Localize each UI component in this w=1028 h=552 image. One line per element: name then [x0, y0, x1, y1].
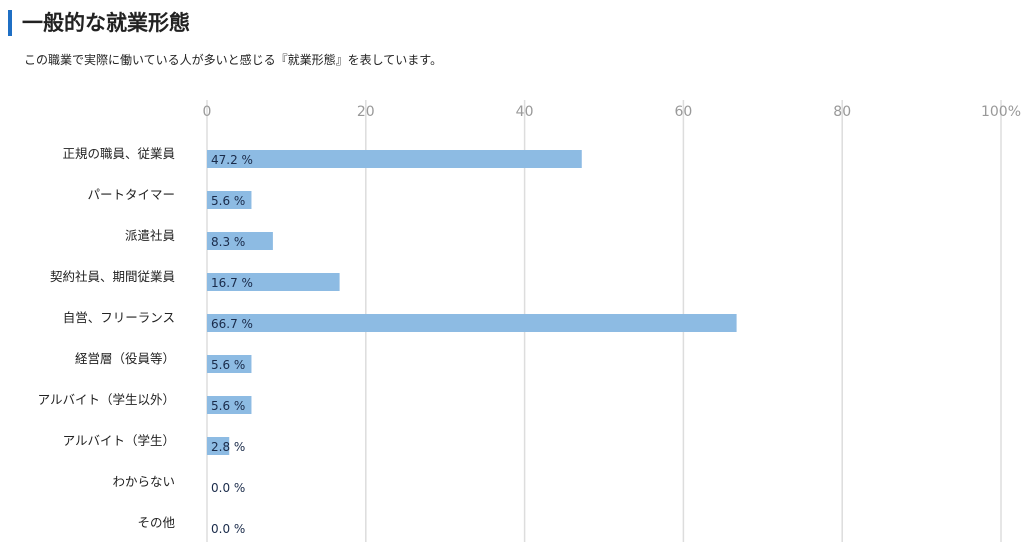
category-label: パートタイマー — [87, 187, 175, 202]
value-label: 16.7 % — [211, 276, 253, 290]
bar — [207, 314, 737, 332]
category-label: 正規の職員、従業員 — [62, 146, 175, 161]
title-accent-bar — [8, 10, 12, 36]
x-tick-label: 80 — [833, 104, 851, 120]
x-tick-label: 20 — [357, 104, 375, 120]
value-label: 8.3 % — [211, 235, 245, 249]
category-label: アルバイト（学生） — [63, 433, 175, 448]
category-label: その他 — [137, 515, 175, 530]
value-label: 2.8 % — [211, 440, 245, 454]
bar — [207, 150, 582, 168]
x-tick-label: 100% — [981, 104, 1021, 120]
category-label: 派遣社員 — [125, 228, 176, 243]
value-label: 66.7 % — [211, 317, 253, 331]
value-label: 5.6 % — [211, 194, 245, 208]
category-label: わからない — [112, 474, 175, 489]
bar — [207, 437, 230, 455]
value-label: 0.0 % — [211, 481, 245, 495]
x-tick-label: 0 — [203, 104, 212, 120]
bar — [207, 355, 252, 373]
category-label: アルバイト（学生以外） — [38, 392, 175, 407]
bar — [207, 273, 340, 291]
category-label: 契約社員、期間従業員 — [50, 269, 176, 284]
category-label: 自営、フリーランス — [63, 310, 175, 325]
value-label: 5.6 % — [211, 399, 245, 413]
x-tick-label: 40 — [516, 104, 534, 120]
bar — [207, 191, 252, 209]
category-label: 経営層（役員等） — [75, 351, 175, 366]
x-tick-label: 60 — [674, 104, 692, 120]
page-subtitle: この職業で実際に働いている人が多いと感じる『就業形態』を表しています。 — [24, 53, 443, 67]
bar — [207, 396, 252, 414]
value-label: 47.2 % — [211, 153, 253, 167]
page-title: 一般的な就業形態 — [22, 11, 190, 35]
value-label: 0.0 % — [211, 522, 245, 536]
value-label: 5.6 % — [211, 358, 245, 372]
bar — [207, 232, 273, 250]
